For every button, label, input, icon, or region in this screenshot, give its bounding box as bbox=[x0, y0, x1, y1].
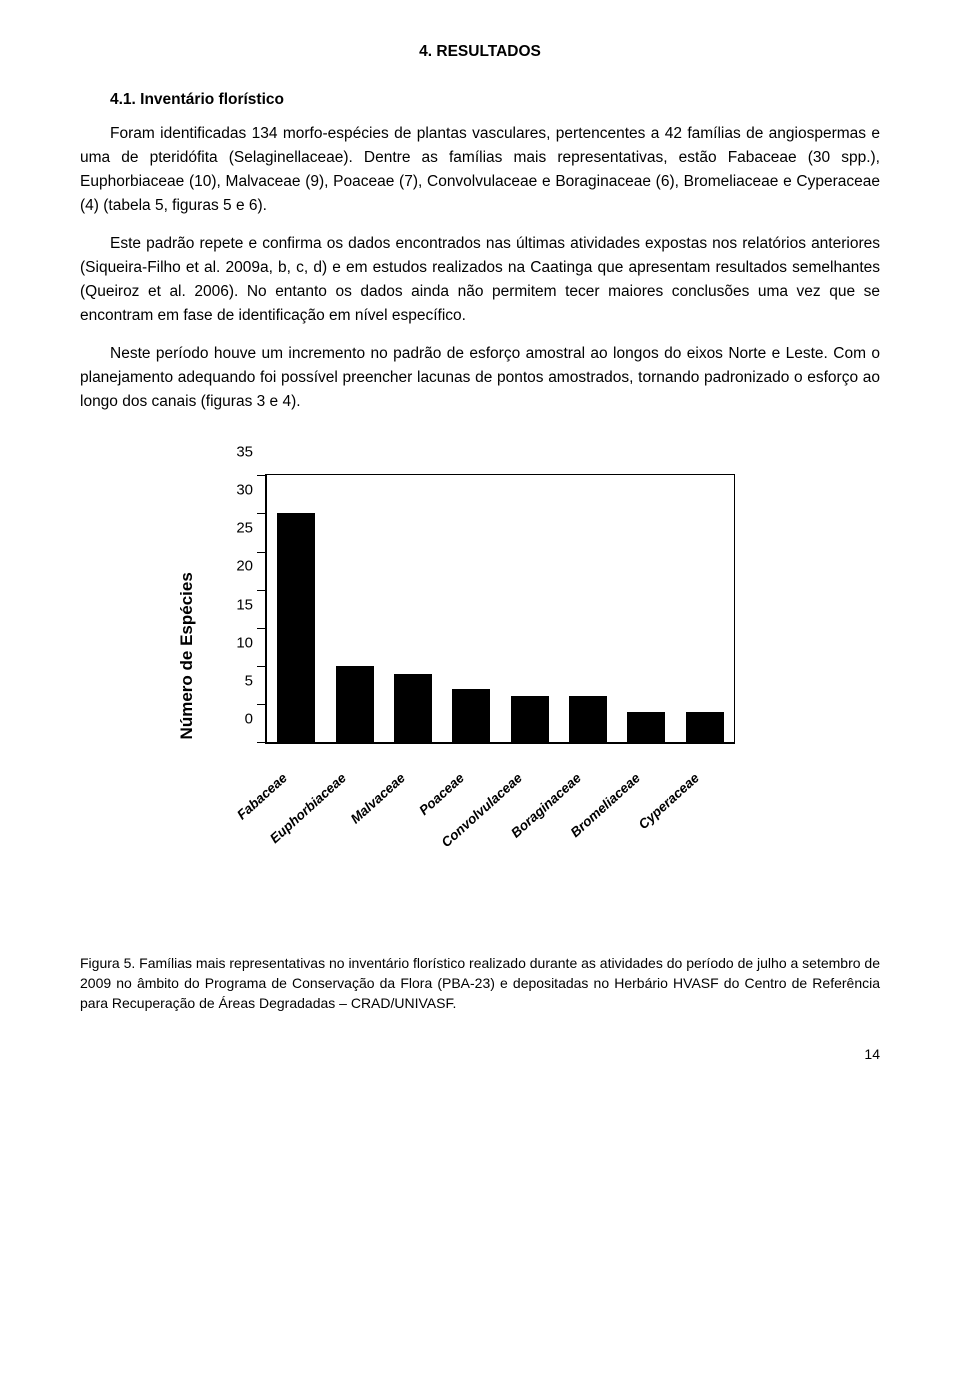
chart-x-tick-mark bbox=[294, 736, 296, 744]
chart-x-tick-mark bbox=[352, 736, 354, 744]
section-header: 4. RESULTADOS bbox=[80, 40, 880, 64]
paragraph-1: Foram identificadas 134 morfo-espécies d… bbox=[80, 122, 880, 218]
chart-x-tick-mark bbox=[705, 736, 707, 744]
chart-y-axis-label: Número de Espécies bbox=[174, 572, 200, 739]
paragraph-3: Neste período houve um incremento no pad… bbox=[80, 342, 880, 414]
chart-bar bbox=[452, 689, 490, 742]
chart-y-tick bbox=[257, 552, 267, 553]
chart-x-tick-label: Cyperaceae bbox=[690, 769, 704, 785]
chart-plot-area: 05101520253035 bbox=[265, 474, 735, 744]
chart-y-tick-label: 20 bbox=[236, 555, 267, 578]
chart-y-tick bbox=[257, 590, 267, 591]
chart-x-tick-marks bbox=[265, 736, 735, 744]
chart-y-tick bbox=[257, 704, 267, 705]
subsection-heading: 4.1. Inventário florístico bbox=[80, 88, 880, 112]
page-number: 14 bbox=[80, 1044, 880, 1066]
chart-y-tick-label: 0 bbox=[245, 707, 267, 730]
paragraph-2: Este padrão repete e confirma os dados e… bbox=[80, 232, 880, 328]
chart-x-axis-labels: Fabaceae Euphorbiaceae Malvaceae Poaceae Con… bbox=[265, 744, 735, 864]
chart-x-tick-mark bbox=[411, 736, 413, 744]
chart-x-tick-label: Bromeliaceae bbox=[631, 769, 645, 785]
chart-bar bbox=[277, 513, 315, 742]
chart-y-tick-label: 25 bbox=[236, 517, 267, 540]
chart-x-tick-label: Convolvulaceae bbox=[514, 769, 528, 785]
chart-y-tick bbox=[257, 513, 267, 514]
chart-x-tick-label: Euphorbiaceae bbox=[338, 769, 352, 785]
chart-y-tick-label: 10 bbox=[236, 631, 267, 654]
chart-x-tick-mark bbox=[587, 736, 589, 744]
chart-bar bbox=[336, 666, 374, 742]
chart-x-tick-label: Poaceae bbox=[455, 769, 469, 785]
chart-y-tick-label: 30 bbox=[236, 478, 267, 501]
chart-x-tick-mark bbox=[470, 736, 472, 744]
chart-bar bbox=[394, 674, 432, 743]
chart-x-tick-label: Malvaceae bbox=[396, 769, 410, 785]
chart-bars bbox=[267, 475, 734, 742]
species-bar-chart: Número de Espécies 05101520253035 Fabace… bbox=[80, 474, 880, 864]
chart-x-tick-label: Fabaceae bbox=[279, 769, 293, 785]
chart-x-tick-label: Boraginaceae bbox=[573, 769, 587, 785]
chart-x-tick-mark bbox=[646, 736, 648, 744]
chart-y-tick-label: 15 bbox=[236, 593, 267, 616]
chart-x-tick-mark bbox=[529, 736, 531, 744]
chart-y-tick-label: 5 bbox=[245, 669, 267, 692]
chart-y-tick bbox=[257, 628, 267, 629]
chart-y-tick bbox=[257, 475, 267, 476]
chart-y-tick-label: 35 bbox=[236, 440, 267, 463]
chart-y-tick bbox=[257, 666, 267, 667]
figure-caption: Figura 5. Famílias mais representativas … bbox=[80, 954, 880, 1014]
